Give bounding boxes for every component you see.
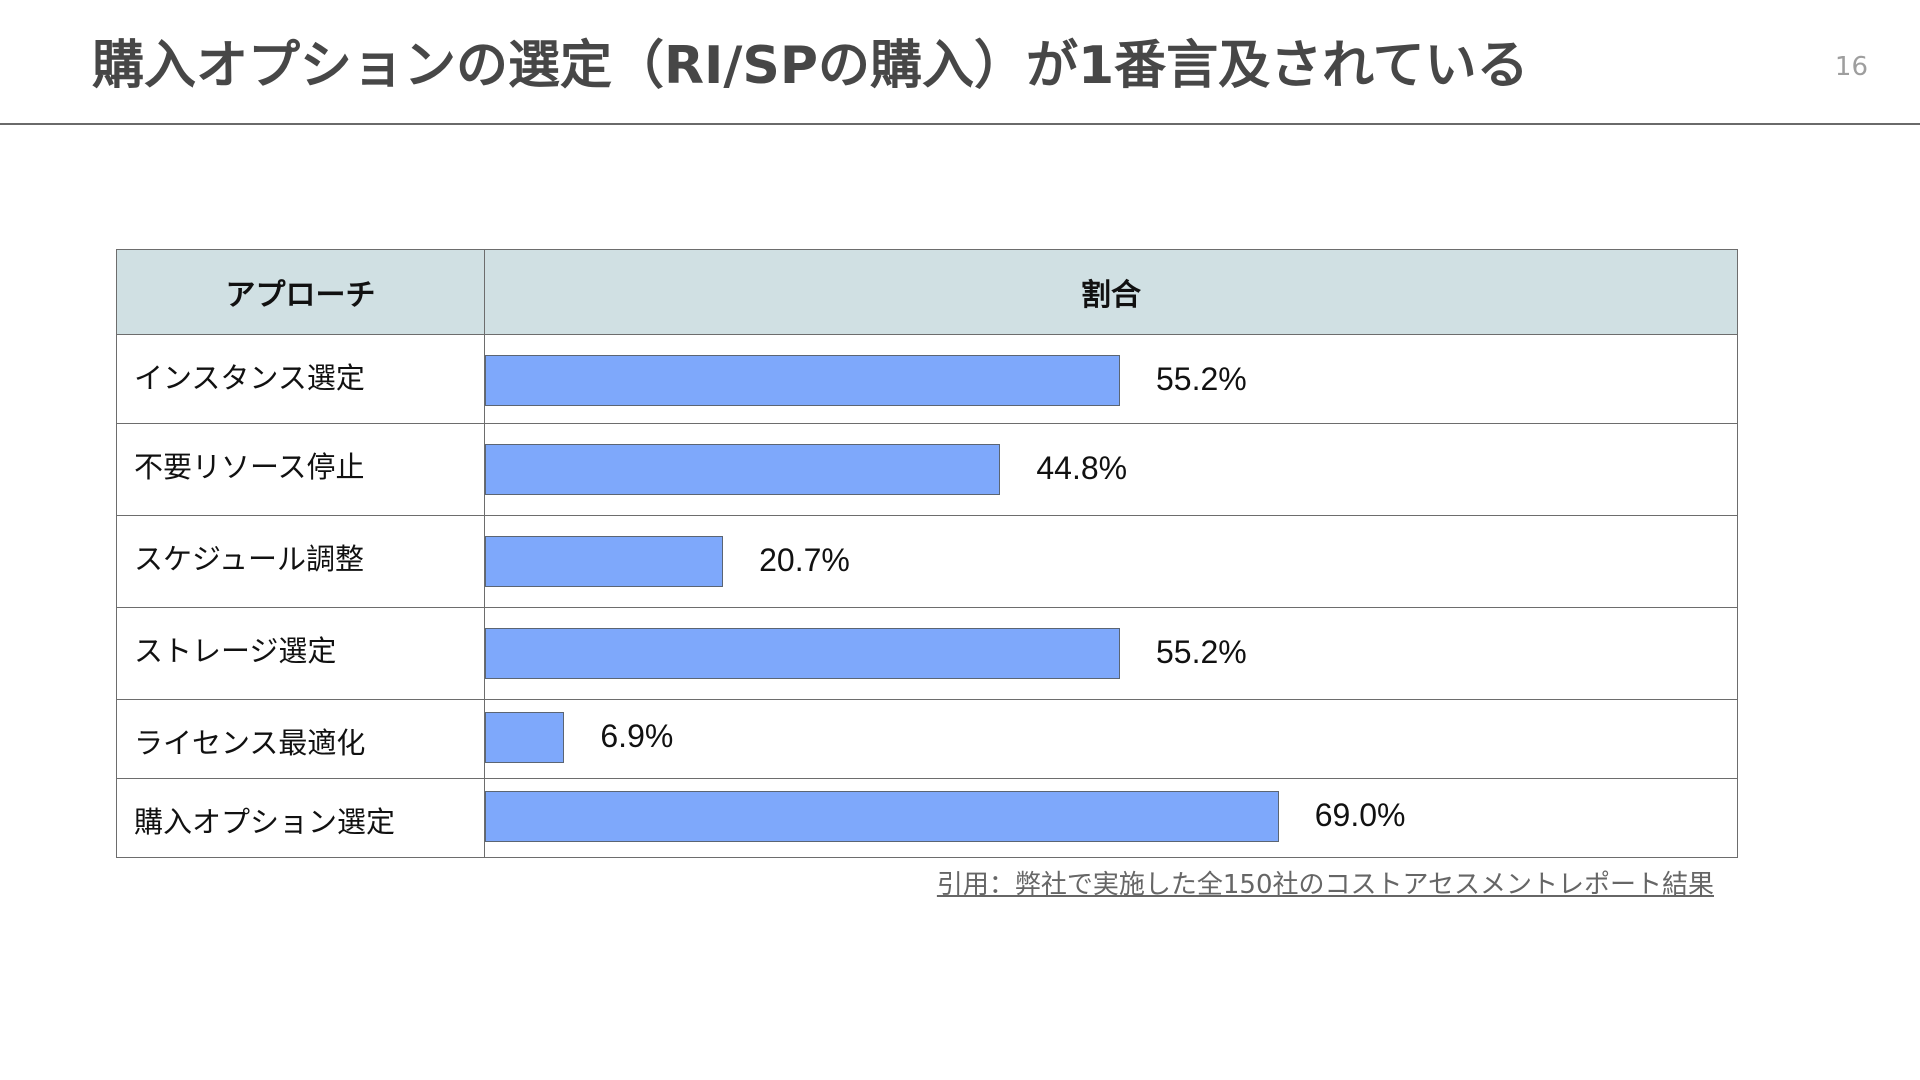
bar-value-label: 55.2% [1156,634,1247,670]
bar-value-label: 55.2% [1156,361,1247,397]
bar-value-label: 44.8% [1036,450,1128,486]
page-number: 16 [1834,52,1868,82]
column-header-ratio: 割合 [484,249,1738,335]
bar-cell: 55.2% [484,607,1738,700]
row-label: 購入オプション選定 [116,778,485,858]
table-row: ストレージ選定 55.2% [116,607,1738,700]
table-row: 不要リソース停止 44.8% [116,423,1738,516]
bar-cell: 6.9% [484,699,1738,779]
table-body: インスタンス選定 55.2% 不要リソース停止 44.8% スケジュール調整 20.7% ス… [116,334,1738,858]
bar [485,355,1120,406]
row-label: 不要リソース停止 [116,423,485,516]
page-title: 購入オプションの選定（RI/SPの購入）が1番言及されている [92,36,1529,96]
bar-cell: 44.8% [484,423,1738,516]
column-header-approach: アプローチ [116,249,485,335]
bar [485,536,724,587]
bar-value-label: 69.0% [1314,797,1406,833]
row-label: ライセンス最適化 [116,699,485,779]
bar-cell: 55.2% [484,334,1738,424]
bar-cell: 20.7% [484,515,1738,608]
bar-value-label: 6.9% [600,718,674,754]
bar [485,791,1279,842]
bar-value-label: 20.7% [759,542,850,578]
row-label: ストレージ選定 [116,607,485,700]
approach-ratio-table: アプローチ 割合 インスタンス選定 55.2% 不要リソース停止 44.8% スケジュー… [116,249,1738,858]
bar [485,712,565,763]
table-row: 購入オプション選定 69.0% [116,778,1738,858]
header-divider [0,123,1920,125]
citation-link[interactable]: 引用：弊社で実施した全150社のコストアセスメントレポート結果 [936,870,1714,900]
row-label: スケジュール調整 [116,515,485,608]
bar [485,628,1120,679]
bar [485,444,1001,495]
table-row: スケジュール調整 20.7% [116,515,1738,608]
bar-cell: 69.0% [484,778,1738,858]
table-row: ライセンス最適化 6.9% [116,699,1738,779]
table-header-row: アプローチ 割合 [116,249,1738,335]
table-row: インスタンス選定 55.2% [116,334,1738,424]
row-label: インスタンス選定 [116,334,485,424]
